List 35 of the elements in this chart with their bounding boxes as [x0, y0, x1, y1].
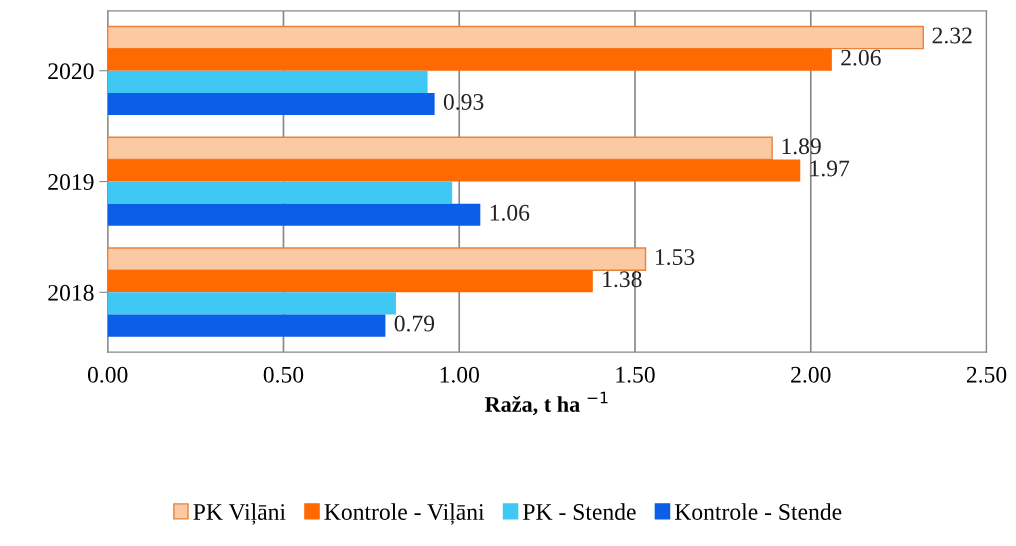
x-tick-label: 1.50	[616, 366, 655, 383]
y-tick-label: 2019	[48, 174, 94, 190]
bar	[107, 92, 435, 116]
bar	[107, 70, 428, 93]
x-tick-label: 0.00	[87, 366, 128, 383]
legend-label: Kontrole - Viļāni	[324, 503, 485, 525]
x-tick-label: 2.50	[966, 366, 1007, 383]
bar	[107, 247, 647, 271]
legend-label: Kontrole - Stende	[674, 503, 842, 520]
x-tick-label: 2.00	[791, 366, 831, 383]
data-label: 1.38	[603, 271, 642, 288]
data-label: 0.79	[394, 315, 435, 332]
data-label: 2.06	[841, 49, 881, 66]
data-label: 1.06	[490, 204, 530, 221]
data-label: 2.32	[932, 27, 972, 44]
data-label: 1.89	[782, 138, 821, 155]
bar	[107, 48, 832, 71]
bar	[107, 292, 396, 315]
bar	[107, 136, 773, 161]
bar	[107, 203, 481, 226]
data-label: 1.97	[810, 160, 850, 177]
y-tick-label: 2018	[48, 284, 94, 301]
x-tick-label: 1.00	[440, 366, 479, 383]
data-label: 1.53	[655, 249, 695, 266]
bar	[107, 270, 593, 293]
legend-label: PK Viļāni	[193, 503, 286, 525]
bar	[107, 314, 386, 337]
x-axis-title: Raža, t ha $^{−1}$	[484, 391, 608, 416]
bar	[107, 159, 801, 182]
bar	[107, 181, 453, 204]
legend-label: PK - Stende	[523, 503, 636, 520]
y-tick-label: 2020	[48, 63, 94, 80]
data-label: 0.93	[443, 93, 484, 110]
x-tick-label: 0.50	[263, 366, 304, 383]
bar	[107, 25, 924, 50]
